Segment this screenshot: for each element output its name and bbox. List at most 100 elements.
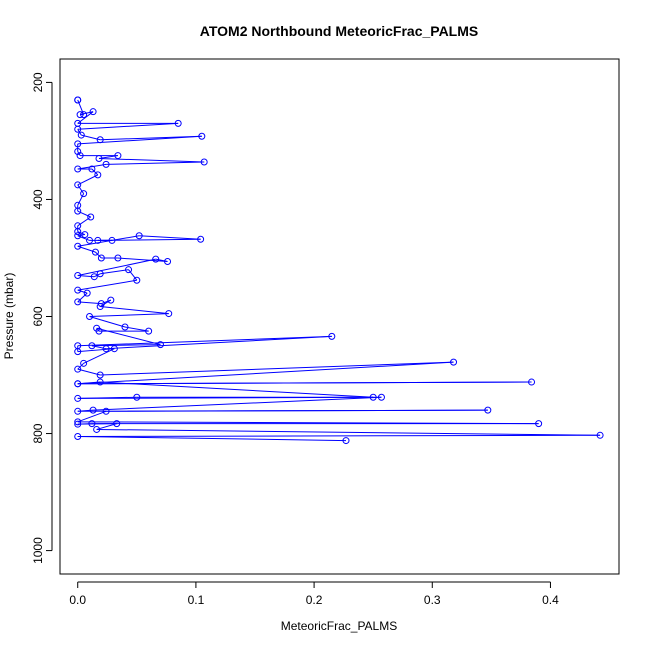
series-line-segment <box>77 368 101 376</box>
series-line-segment <box>91 168 99 176</box>
y-tick-label: 200 <box>31 72 45 92</box>
data-point <box>107 296 115 304</box>
y-tick-label: 400 <box>31 189 45 209</box>
data-point <box>596 431 604 439</box>
series-line-segment <box>117 257 168 262</box>
data-point <box>80 190 88 198</box>
series-line-segment <box>106 335 332 350</box>
series-line-segment <box>77 335 332 347</box>
series-line-segment <box>100 306 169 315</box>
data-point <box>74 432 82 440</box>
data-point <box>74 420 82 428</box>
data-point <box>93 425 101 433</box>
data-point <box>96 378 104 386</box>
data-point <box>74 207 82 215</box>
series-line-segment <box>77 410 107 423</box>
data-point <box>164 257 172 265</box>
series-line-segment <box>77 279 137 291</box>
x-tick-label: 0.2 <box>306 593 323 607</box>
series-line-segment <box>77 396 382 399</box>
data-point <box>108 236 116 244</box>
data-point <box>74 181 82 189</box>
series-line-segment <box>77 234 85 237</box>
series-line-segment <box>100 381 374 398</box>
chart-title: ATOM2 Northbound MeteoricFrac_PALMS <box>200 23 478 39</box>
series-line-segment <box>77 435 347 442</box>
data-point <box>74 140 82 148</box>
series-line-segment <box>77 163 107 170</box>
x-tick-label: 0.4 <box>542 593 559 607</box>
data-point <box>535 420 543 428</box>
series-line-segment <box>77 434 601 437</box>
series-line-segment <box>77 210 91 218</box>
data-point <box>88 342 96 350</box>
series-line-segment <box>99 299 112 307</box>
series-line-segment <box>77 216 92 227</box>
data-point <box>484 406 492 414</box>
data-point <box>74 365 82 373</box>
data-point <box>77 131 85 139</box>
series-line-segment <box>77 235 90 241</box>
series-line-segment <box>91 344 161 347</box>
plot-frame <box>59 58 620 575</box>
data-point <box>198 132 206 140</box>
series-line-segment <box>128 269 138 281</box>
data-point <box>96 270 104 278</box>
data-point <box>80 111 88 119</box>
series-line-segment <box>98 157 205 163</box>
data-point <box>74 125 82 133</box>
series-line-segment <box>77 381 532 385</box>
series-line-segment <box>77 174 99 186</box>
data-point <box>450 358 458 366</box>
data-point <box>114 254 122 262</box>
y-tick-label: 800 <box>31 423 45 443</box>
data-point <box>102 160 110 168</box>
data-point <box>76 111 84 119</box>
series-line-segment <box>77 381 101 385</box>
data-point <box>156 341 164 349</box>
series-line-segment <box>77 122 179 130</box>
series-line-segment <box>77 361 454 385</box>
data-point <box>377 393 385 401</box>
data-point <box>88 165 96 173</box>
x-tick-label: 0.1 <box>188 593 205 607</box>
data-point <box>96 371 104 379</box>
series-line-segment <box>139 235 201 240</box>
series-line-segment <box>96 327 161 346</box>
data-point <box>74 272 82 280</box>
data-point <box>528 378 536 386</box>
x-tick-label: 0.0 <box>69 593 86 607</box>
data-point <box>133 393 141 401</box>
data-point <box>74 348 82 356</box>
data-point <box>94 171 102 179</box>
data-point <box>89 406 97 414</box>
data-point <box>88 420 96 428</box>
series-line-segment <box>77 348 115 353</box>
data-point <box>102 407 110 415</box>
data-point <box>74 380 82 388</box>
series-line-segment <box>96 428 601 436</box>
x-tick-label: 0.3 <box>424 593 441 607</box>
y-axis-label: Pressure (mbar) <box>2 273 16 360</box>
series-line-segment <box>89 316 126 328</box>
data-point <box>96 303 104 311</box>
data-point <box>74 286 82 294</box>
data-point <box>165 310 173 318</box>
data-point <box>93 324 101 332</box>
series-line-segment <box>77 135 202 145</box>
data-point <box>74 394 82 402</box>
series-points <box>74 96 604 445</box>
data-point <box>102 345 110 353</box>
data-point <box>152 255 160 263</box>
data-point <box>76 152 84 160</box>
data-point <box>133 276 141 284</box>
series-line-segment <box>77 231 86 236</box>
data-point <box>145 327 153 335</box>
data-point <box>74 242 82 250</box>
data-point <box>80 359 88 367</box>
y-tick-label: 600 <box>31 306 45 326</box>
series-line-segment <box>100 269 129 275</box>
data-point <box>369 393 377 401</box>
